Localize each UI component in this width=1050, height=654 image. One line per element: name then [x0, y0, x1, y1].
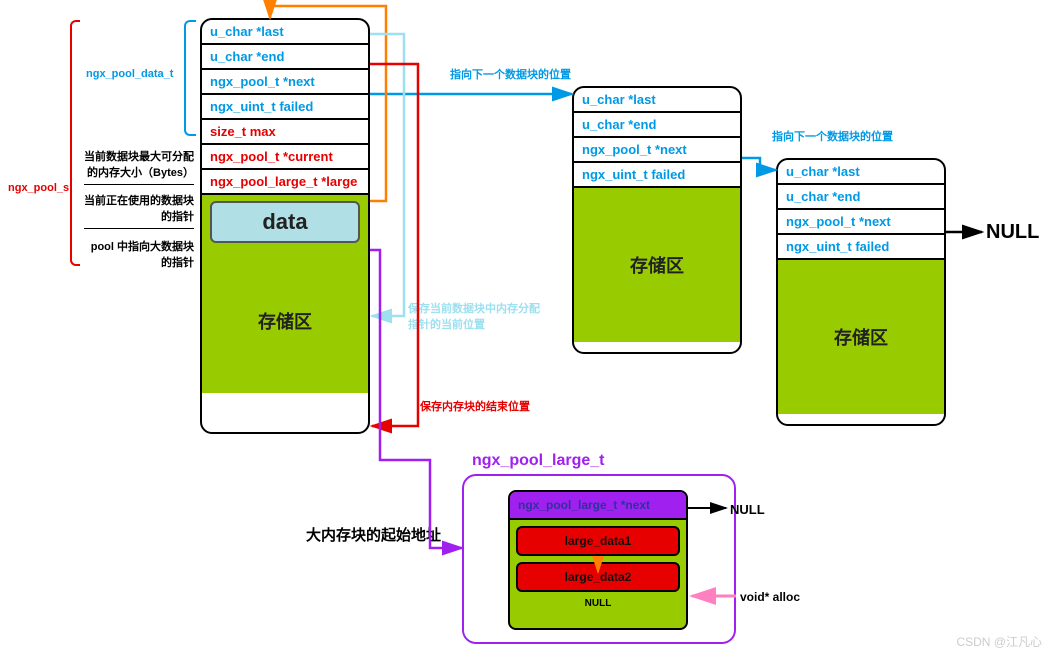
- field-failed: ngx_uint_t failed: [574, 163, 740, 188]
- label-last-save: 保存当前数据块中内存分配指针的当前位置: [408, 300, 548, 332]
- field-next: ngx_pool_t *next: [202, 70, 368, 95]
- large-data1: large_data1: [516, 526, 680, 556]
- field-end: u_char *end: [778, 185, 944, 210]
- pool-block-2: u_char *last u_char *end ngx_pool_t *nex…: [572, 86, 742, 354]
- large-null: NULL: [510, 598, 686, 609]
- label-void-alloc: void* alloc: [740, 590, 800, 604]
- label-next-arrow-1: 指向下一个数据块的位置: [450, 66, 571, 82]
- field-next: ngx_pool_t *next: [574, 138, 740, 163]
- label-large-desc: pool 中指向大数据块的指针: [84, 238, 194, 270]
- data-box: data: [210, 201, 359, 243]
- pool-block-1: u_char *last u_char *end ngx_pool_t *nex…: [200, 18, 370, 434]
- large-header-next: ngx_pool_large_t *next: [510, 492, 686, 520]
- storage-area-1: data 存储区: [202, 195, 368, 393]
- pool-block-3: u_char *last u_char *end ngx_pool_t *nex…: [776, 158, 946, 426]
- label-ngx-pool-s: ngx_pool_s: [8, 182, 69, 194]
- large-title: ngx_pool_large_t: [472, 452, 604, 470]
- label-ngx-pool-data-t: ngx_pool_data_t: [86, 68, 173, 80]
- bracket-pool-s: [70, 20, 80, 266]
- field-last: u_char *last: [778, 160, 944, 185]
- field-max: size_t max: [202, 120, 368, 145]
- field-failed: ngx_uint_t failed: [202, 95, 368, 120]
- field-large: ngx_pool_large_t *large: [202, 170, 368, 195]
- label-next-arrow-2: 指向下一个数据块的位置: [772, 128, 893, 144]
- field-end: u_char *end: [202, 45, 368, 70]
- label-null-final: NULL: [986, 221, 1039, 244]
- bracket-data-t: [184, 20, 196, 136]
- label-max-desc: 当前数据块最大可分配的内存大小（Bytes）: [84, 148, 194, 185]
- field-failed: ngx_uint_t failed: [778, 235, 944, 260]
- watermark: CSDN @江凡心: [956, 633, 1042, 650]
- field-last: u_char *last: [202, 20, 368, 45]
- label-current-desc: 当前正在使用的数据块的指针: [84, 192, 194, 229]
- field-next: ngx_pool_t *next: [778, 210, 944, 235]
- field-current: ngx_pool_t *current: [202, 145, 368, 170]
- label-large-addr: 大内存块的起始地址: [306, 524, 441, 545]
- storage-area-3: 存储区: [778, 260, 944, 414]
- field-last: u_char *last: [574, 88, 740, 113]
- large-data2: large_data2: [516, 562, 680, 592]
- label-end-save: 保存内存块的结束位置: [420, 398, 530, 414]
- large-inner-block: ngx_pool_large_t *next large_data1 large…: [508, 490, 688, 630]
- label-large-right-null: NULL: [730, 502, 765, 517]
- storage-area-2: 存储区: [574, 188, 740, 342]
- field-end: u_char *end: [574, 113, 740, 138]
